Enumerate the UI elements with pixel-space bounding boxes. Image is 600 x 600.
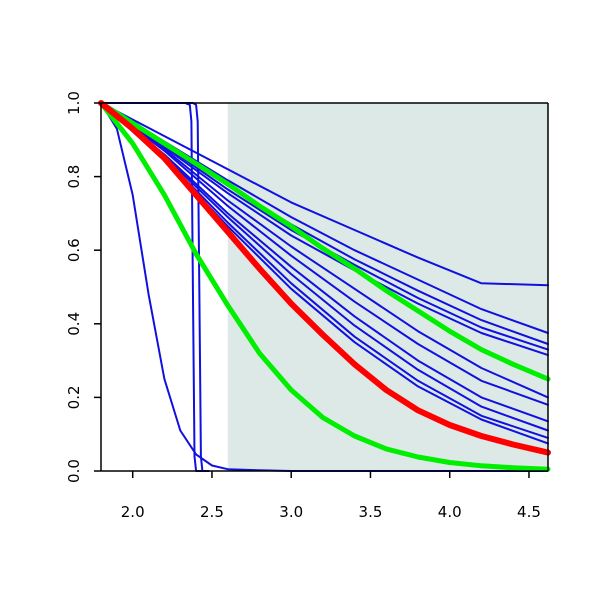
x-tick-label: 3.5 (359, 503, 383, 521)
y-axis-ticks: 0.0 0.2 0.4 0.6 0.8 1.0 (65, 91, 101, 483)
x-tick-label: 3.0 (279, 503, 303, 521)
y-tick-label: 0.4 (65, 312, 83, 336)
series-line-ensemble-7 (100, 102, 549, 357)
series-line-upper-bound-1 (98, 100, 551, 382)
y-tick-label: 0.6 (65, 238, 83, 262)
series-line-ensemble-10 (100, 102, 549, 423)
series-line-ensemble-9 (100, 102, 549, 406)
y-tick-label: 0.0 (65, 459, 83, 483)
x-tick-label: 2.0 (121, 503, 145, 521)
x-tick-label: 4.0 (438, 503, 462, 521)
series-line-mean-0 (98, 100, 551, 456)
x-axis-ticks: 2.0 2.5 3.0 3.5 4.0 4.5 (121, 471, 541, 521)
series-line-ensemble-3 (100, 102, 549, 287)
x-tick-label: 2.5 (200, 503, 224, 521)
series-line-lower-bound-2 (98, 100, 551, 472)
y-tick-label: 0.8 (65, 165, 83, 189)
x-tick-label: 4.5 (517, 503, 541, 521)
y-tick-label: 1.0 (65, 91, 83, 115)
series-group (98, 100, 551, 472)
y-tick-label: 0.2 (65, 385, 83, 409)
series-line-ensemble-8 (100, 102, 549, 399)
